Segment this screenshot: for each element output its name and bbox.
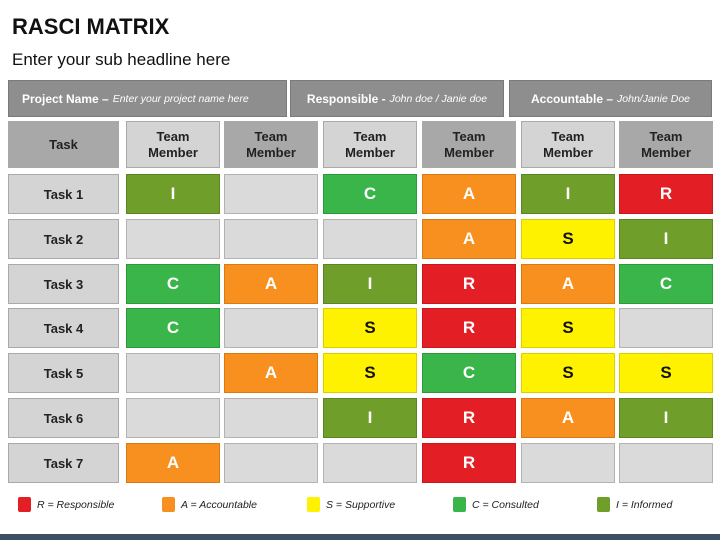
rasci-cell: S <box>521 219 615 259</box>
legend-item: R = Responsible <box>18 497 114 512</box>
legend-swatch <box>453 497 466 512</box>
rasci-cell: I <box>619 398 713 438</box>
accountable-value: John/Janie Doe <box>617 92 690 105</box>
empty-cell <box>323 443 417 483</box>
rasci-cell: I <box>323 398 417 438</box>
rasci-cell: A <box>224 264 318 304</box>
team-member-header-line1: Team <box>156 128 190 144</box>
responsible-value: John doe / Janie doe <box>389 92 488 105</box>
task-label: Task 4 <box>8 308 119 348</box>
task-label: Task 6 <box>8 398 119 438</box>
empty-cell <box>323 219 417 259</box>
legend-item: S = Supportive <box>307 497 395 512</box>
empty-cell <box>224 443 318 483</box>
empty-cell <box>126 219 220 259</box>
team-member-header-line2: Member <box>345 144 395 160</box>
task-label: Task 5 <box>8 353 119 393</box>
task-label: Task 3 <box>8 264 119 304</box>
team-member-header-line2: Member <box>148 144 198 160</box>
team-member-header-line1: Team <box>551 128 585 144</box>
legend: R = Responsible A = Accountable S = Suppor… <box>0 497 720 519</box>
rasci-cell: C <box>323 174 417 214</box>
rasci-cell: R <box>619 174 713 214</box>
team-member-header: Team Member <box>323 121 417 168</box>
team-member-header-line2: Member <box>641 144 691 160</box>
empty-cell <box>619 443 713 483</box>
legend-swatch <box>307 497 320 512</box>
rasci-cell: A <box>521 398 615 438</box>
responsible-label: Responsible - <box>306 91 386 106</box>
rasci-cell: S <box>323 353 417 393</box>
project-name-label: Project Name – <box>22 91 109 106</box>
rasci-cell: S <box>521 353 615 393</box>
rasci-cell: I <box>521 174 615 214</box>
legend-item: I = Informed <box>597 497 672 512</box>
responsible-bar: Responsible - John doe / Janie doe <box>290 80 504 117</box>
team-member-header-line1: Team <box>452 128 486 144</box>
team-member-header-line1: Team <box>649 128 683 144</box>
page-title: RASCI MATRIX <box>12 14 170 39</box>
rasci-cell: S <box>323 308 417 348</box>
task-label: Task 7 <box>8 443 119 483</box>
empty-cell <box>521 443 615 483</box>
rasci-cell: I <box>323 264 417 304</box>
empty-cell <box>224 398 318 438</box>
empty-cell <box>126 398 220 438</box>
team-member-header: Team Member <box>422 121 516 168</box>
team-member-header-line2: Member <box>246 144 296 160</box>
empty-cell <box>224 219 318 259</box>
page-subtitle: Enter your sub headline here <box>12 50 231 69</box>
legend-swatch <box>597 497 610 512</box>
legend-text: A = Accountable <box>181 498 257 511</box>
legend-item: A = Accountable <box>162 497 257 512</box>
legend-text: I = Informed <box>616 498 673 511</box>
legend-text: R = Responsible <box>37 498 115 511</box>
team-member-header-line2: Member <box>543 144 593 160</box>
rasci-cell: R <box>422 264 516 304</box>
rasci-cell: A <box>224 353 318 393</box>
rasci-cell: C <box>619 264 713 304</box>
task-label: Task 2 <box>8 219 119 259</box>
accountable-label: Accountable – <box>531 91 614 106</box>
legend-item: C = Consulted <box>453 497 539 512</box>
rasci-cell: A <box>521 264 615 304</box>
legend-swatch <box>18 497 31 512</box>
empty-cell <box>224 174 318 214</box>
empty-cell <box>126 353 220 393</box>
task-label: Task 1 <box>8 174 119 214</box>
rasci-cell: R <box>422 308 516 348</box>
rasci-cell: R <box>422 443 516 483</box>
rasci-cell: A <box>422 174 516 214</box>
rasci-cell: S <box>521 308 615 348</box>
bottom-band <box>0 534 720 540</box>
legend-swatch <box>162 497 175 512</box>
rasci-cell: C <box>126 308 220 348</box>
empty-cell <box>224 308 318 348</box>
empty-cell <box>619 308 713 348</box>
team-member-header-line2: Member <box>444 144 494 160</box>
team-member-header: Team Member <box>619 121 713 168</box>
legend-text: C = Consulted <box>472 498 539 511</box>
team-member-header-line1: Team <box>254 128 288 144</box>
team-member-header: Team Member <box>224 121 318 168</box>
rasci-cell: C <box>422 353 516 393</box>
project-name-value: Enter your project name here <box>112 92 249 105</box>
team-member-header: Team Member <box>521 121 615 168</box>
project-name-bar: Project Name – Enter your project name h… <box>8 80 287 117</box>
rasci-cell: C <box>126 264 220 304</box>
team-member-header-line1: Team <box>353 128 387 144</box>
task-column-header: Task <box>8 121 119 168</box>
rasci-cell: A <box>126 443 220 483</box>
rasci-cell: I <box>126 174 220 214</box>
rasci-cell: I <box>619 219 713 259</box>
rasci-cell: A <box>422 219 516 259</box>
team-member-header: Team Member <box>126 121 220 168</box>
legend-text: S = Supportive <box>326 498 396 511</box>
accountable-bar: Accountable – John/Janie Doe <box>509 80 712 117</box>
rasci-cell: S <box>619 353 713 393</box>
rasci-cell: R <box>422 398 516 438</box>
